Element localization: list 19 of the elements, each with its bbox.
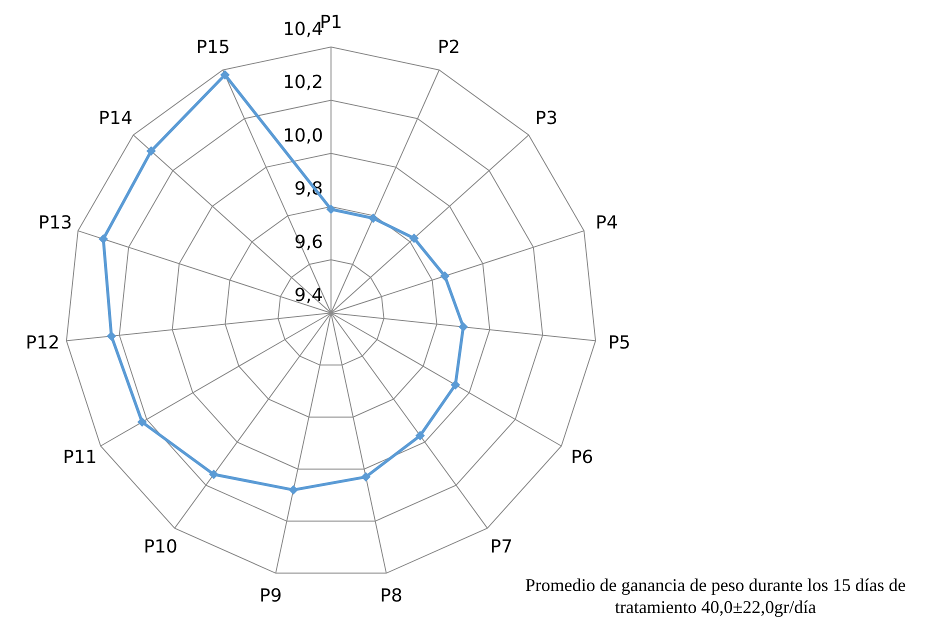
spoke-label: P7 — [490, 536, 513, 558]
spoke-label: P6 — [570, 446, 594, 468]
spoke-label: P15 — [196, 37, 230, 58]
spoke-label: P8 — [380, 586, 402, 607]
spoke-label: P9 — [260, 586, 282, 607]
spoke-label: P2 — [438, 37, 460, 58]
y-tick-label: 10,0 — [282, 125, 324, 146]
spoke-label: P3 — [535, 108, 558, 129]
spoke-label: P4 — [596, 212, 618, 234]
spoke-label: P11 — [63, 446, 97, 468]
y-tick-label: 9,6 — [294, 232, 324, 253]
spoke-label: P10 — [144, 536, 178, 558]
y-tick-label: 9,4 — [294, 285, 324, 306]
spoke-label: P14 — [98, 108, 132, 129]
spoke-label: P13 — [38, 212, 72, 234]
spoke-label: P5 — [608, 332, 631, 354]
spoke-label: P12 — [26, 332, 60, 354]
y-tick-label: 10,2 — [282, 72, 324, 94]
text: Promedio de ganancia de peso durante los 15 días de tratamiento 40,0±22,0gr/día — [524, 574, 907, 618]
